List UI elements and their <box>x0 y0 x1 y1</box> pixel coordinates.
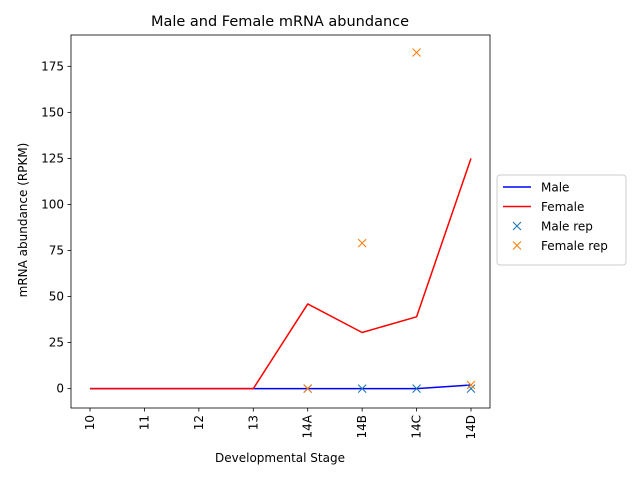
legend-box <box>496 174 627 266</box>
data-point-male-rep <box>466 384 476 394</box>
legend-label-male-rep: Male rep <box>541 220 593 234</box>
x-axis-label: Developmental Stage <box>215 451 345 465</box>
x-tick-label: 14C <box>410 415 424 439</box>
legend-label-female: Female <box>541 200 584 214</box>
x-tick-label: 13 <box>246 415 260 430</box>
legend-label-female-rep: Female rep <box>541 239 608 253</box>
x-tick-label: 10 <box>83 415 97 430</box>
data-point-male-rep <box>412 384 421 394</box>
y-tick-label: 175 <box>41 59 64 73</box>
data-point-female-rep <box>412 48 421 57</box>
y-tick-label: 75 <box>49 244 64 258</box>
data-point-male-rep <box>357 384 367 394</box>
x-tick-label: 11 <box>137 415 151 430</box>
chart-title: Male and Female mRNA abundance <box>151 14 409 30</box>
y-tick-label: 100 <box>41 197 64 211</box>
x-tick-label: 14A <box>301 414 315 438</box>
legend: Male Female Male rep Female rep <box>496 174 627 266</box>
data-point-female-rep <box>466 380 476 390</box>
x-tick-label: 14B <box>355 415 369 439</box>
y-tick-label: 25 <box>49 336 64 350</box>
y-tick-label: 50 <box>49 290 64 304</box>
y-axis-label: mRNA abundance (RPKM) <box>16 143 30 298</box>
plot-area: 0 25 50 75 100 125 150 175 10 11 12 13 14A 14B 14C 14D <box>41 34 491 440</box>
legend-label-male: Male <box>541 181 569 195</box>
data-point-female-rep <box>303 384 313 394</box>
y-tick-label: 150 <box>41 105 64 119</box>
data-point-female-rep <box>357 238 367 248</box>
legend-swatch-female-rep <box>512 241 522 250</box>
series-line-female <box>90 158 472 390</box>
x-tick-label: 14D <box>464 415 478 440</box>
y-tick-label: 125 <box>41 151 64 165</box>
x-tick-label: 12 <box>192 415 206 430</box>
plot-frame <box>70 34 491 409</box>
legend-swatch-male-rep <box>512 221 522 231</box>
y-tick-label: 0 <box>56 382 64 396</box>
